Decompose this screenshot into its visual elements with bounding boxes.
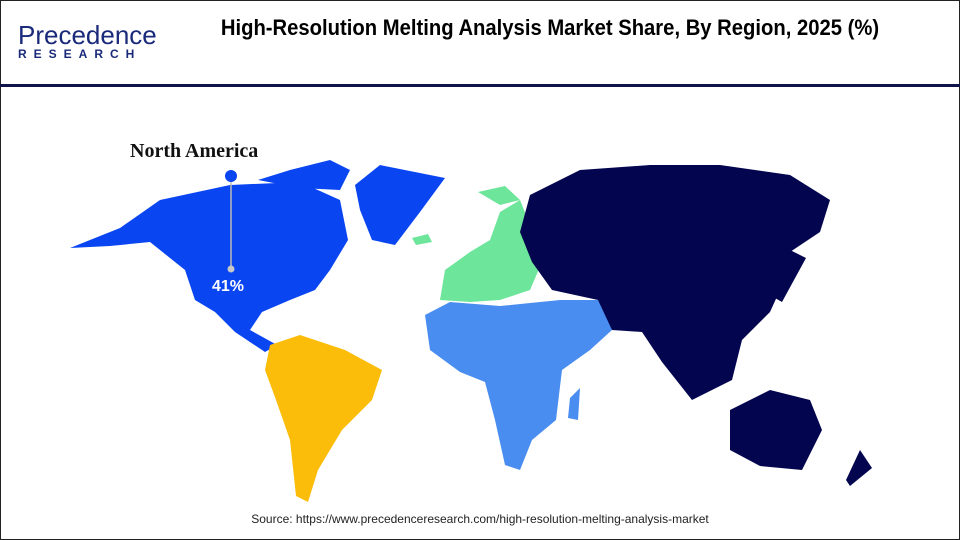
europe-mainland (440, 200, 542, 302)
scandinavia-north (478, 186, 520, 205)
asia-mainland (520, 165, 830, 400)
region-value-north-america: 41% (212, 278, 245, 295)
header: Precedence RESEARCH High-Resolution Melt… (0, 0, 960, 87)
south-america (265, 335, 382, 502)
region-asia-pacific (520, 165, 872, 486)
callout-anchor (227, 265, 235, 273)
logo: Precedence RESEARCH (18, 22, 158, 62)
region-europe (412, 186, 542, 302)
region-middle-east-africa (425, 300, 612, 470)
japan (775, 250, 806, 302)
region-latin-america (265, 335, 382, 502)
callout-marker (225, 170, 237, 182)
chart-title: High-Resolution Melting Analysis Market … (220, 15, 880, 40)
logo-text: Precedence (18, 20, 157, 50)
region-label-north-america: North America (130, 140, 259, 162)
north-america-mainland (70, 182, 348, 352)
africa-middle-east (425, 300, 612, 470)
arctic-islands (258, 160, 350, 190)
greenland (355, 165, 445, 245)
source-text: Source: https://www.precedenceresearch.c… (251, 512, 709, 526)
world-map (70, 160, 872, 502)
region-north-america (70, 160, 445, 352)
logo-subtext: RESEARCH (18, 47, 142, 61)
iceland (412, 234, 432, 245)
australia (730, 390, 822, 470)
new-zealand (846, 450, 872, 486)
madagascar (568, 388, 580, 420)
